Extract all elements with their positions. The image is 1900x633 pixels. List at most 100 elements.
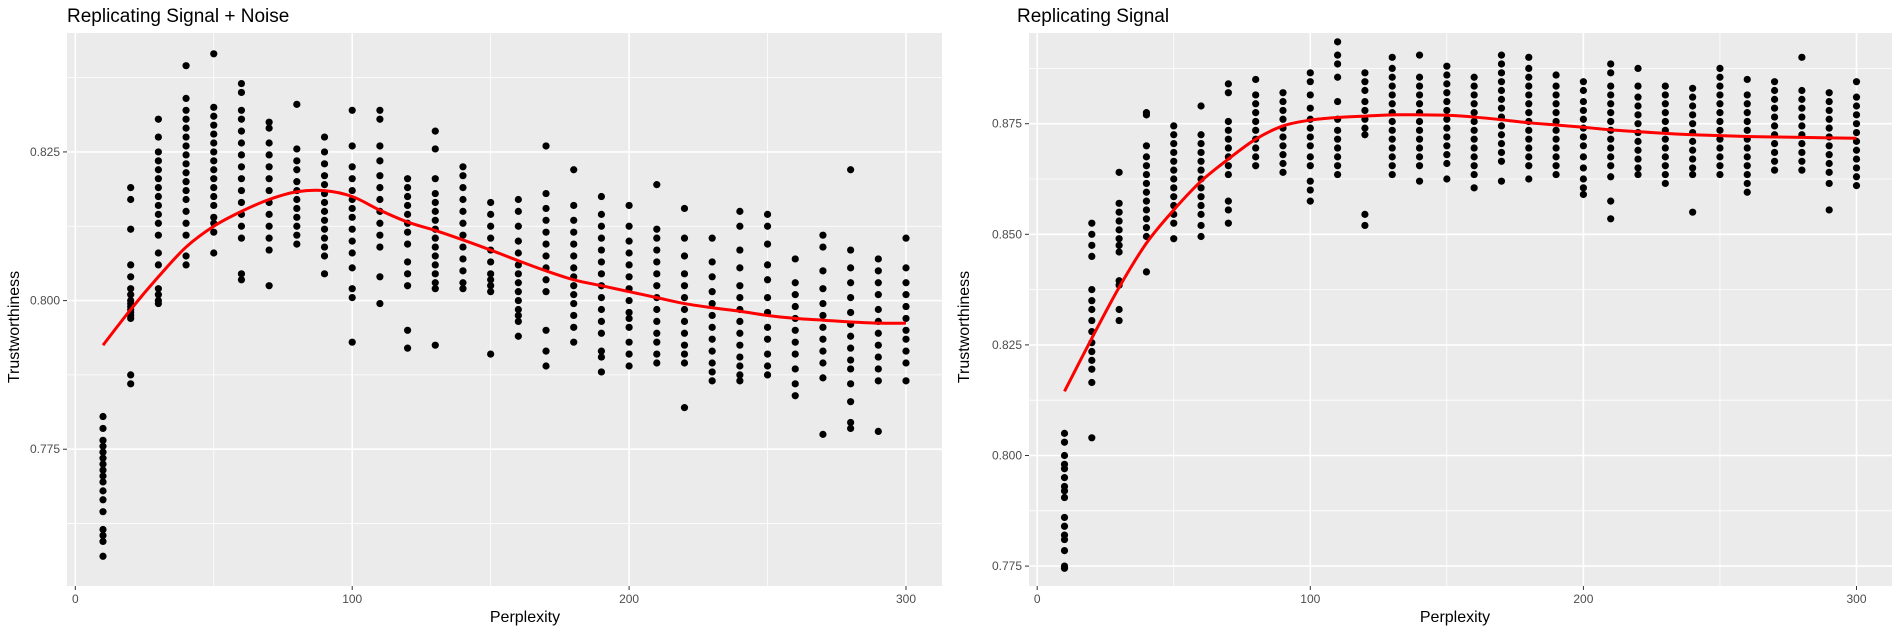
- x-tick-label: 300: [896, 592, 916, 606]
- data-point: [653, 329, 661, 337]
- data-point: [708, 347, 716, 355]
- data-point: [210, 201, 218, 210]
- data-point: [237, 234, 246, 242]
- data-point: [1279, 97, 1287, 106]
- data-point: [1798, 86, 1806, 95]
- data-point: [1060, 487, 1069, 495]
- chart-title: Replicating Signal + Noise: [67, 6, 289, 27]
- data-point: [1361, 69, 1369, 77]
- data-point: [127, 371, 135, 379]
- data-point: [597, 234, 606, 242]
- data-point: [1552, 82, 1560, 90]
- data-point: [1115, 241, 1123, 249]
- data-point: [182, 115, 190, 123]
- data-point: [182, 186, 190, 195]
- data-point: [1852, 120, 1861, 128]
- data-point: [1334, 38, 1342, 46]
- data-point: [1115, 235, 1123, 243]
- data-point: [99, 531, 107, 540]
- data-point: [1607, 60, 1615, 68]
- data-point: [542, 252, 550, 260]
- data-point: [210, 103, 218, 111]
- data-point: [763, 350, 772, 358]
- data-point: [1060, 438, 1069, 446]
- data-point: [1361, 78, 1369, 86]
- data-point: [653, 181, 661, 189]
- data-point: [1825, 97, 1833, 106]
- data-point: [514, 270, 522, 278]
- data-point: [1770, 166, 1779, 174]
- data-point: [1060, 465, 1069, 473]
- data-point: [237, 151, 246, 159]
- data-point: [154, 231, 162, 239]
- data-point: [431, 175, 439, 183]
- data-point: [403, 175, 412, 183]
- data-point: [1716, 170, 1724, 179]
- data-point: [487, 276, 495, 284]
- data-point: [376, 142, 384, 150]
- data-point: [1415, 177, 1424, 185]
- data-point: [1525, 64, 1533, 72]
- data-point: [1115, 316, 1123, 325]
- data-point: [1197, 210, 1205, 218]
- data-point: [542, 189, 550, 198]
- data-point: [1060, 547, 1069, 555]
- data-point: [1798, 148, 1806, 157]
- data-point: [1224, 219, 1232, 227]
- data-point: [542, 326, 550, 334]
- data-point: [653, 317, 661, 325]
- data-point: [1170, 140, 1178, 148]
- data-point: [459, 267, 467, 275]
- data-point: [1224, 126, 1232, 134]
- data-point: [237, 198, 246, 207]
- data-point: [1497, 157, 1506, 165]
- data-point: [210, 192, 218, 201]
- data-point: [514, 288, 522, 296]
- data-point: [570, 323, 578, 331]
- data-point: [874, 329, 882, 337]
- data-point: [570, 282, 578, 290]
- data-point: [1142, 206, 1151, 214]
- data-point: [403, 258, 412, 266]
- scatter-plot-signal-noise: 0 100 200 300 0.775 0.800 0.825 Replicating Sig…: [6, 6, 942, 626]
- data-point: [708, 288, 716, 296]
- data-point: [1743, 144, 1751, 152]
- data-point: [320, 216, 329, 224]
- data-point: [570, 252, 578, 260]
- data-point: [570, 299, 578, 308]
- data-point: [99, 454, 107, 462]
- data-point: [1415, 153, 1424, 161]
- data-point: [348, 163, 356, 171]
- data-point: [1661, 100, 1669, 108]
- data-point: [653, 246, 661, 254]
- data-point: [348, 338, 356, 346]
- data-point: [736, 362, 744, 370]
- data-point: [597, 270, 606, 278]
- data-point: [1497, 95, 1506, 103]
- data-point: [154, 115, 162, 123]
- data-point: [348, 264, 356, 272]
- data-point: [431, 198, 439, 207]
- data-point: [708, 368, 716, 376]
- data-point: [1306, 91, 1314, 99]
- data-point: [1661, 162, 1669, 170]
- data-point: [1142, 268, 1151, 276]
- data-point: [570, 264, 578, 272]
- data-point: [736, 282, 744, 290]
- data-point: [680, 329, 689, 337]
- data-point: [708, 299, 716, 308]
- data-point: [680, 234, 689, 242]
- data-point: [293, 240, 301, 248]
- data-point: [1689, 208, 1697, 216]
- data-point: [1088, 230, 1096, 238]
- data-point: [791, 291, 799, 299]
- data-point: [1088, 356, 1096, 364]
- data-point: [154, 201, 162, 210]
- data-point: [182, 261, 190, 269]
- data-point: [819, 430, 827, 438]
- data-point: [1689, 84, 1697, 92]
- data-point: [376, 231, 384, 239]
- data-point: [127, 273, 135, 281]
- data-point: [237, 79, 246, 88]
- data-point: [1525, 126, 1533, 134]
